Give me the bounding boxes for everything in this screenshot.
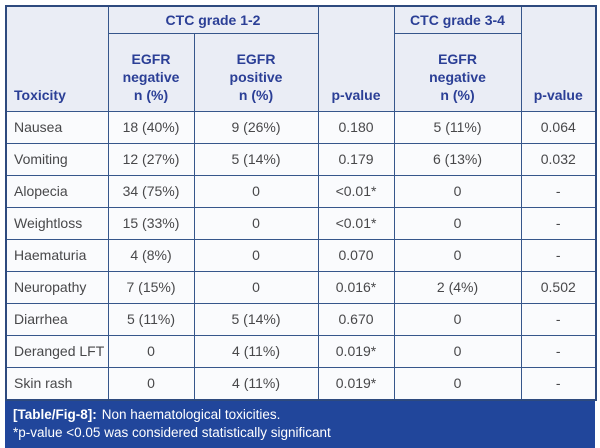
egfr-negative-34-value: 2 (4%): [393, 270, 522, 304]
egfr-negative-12-value: 34 (75%): [107, 174, 195, 208]
egfr-negative-12-value: 0: [107, 366, 195, 400]
toxicity-name: Deranged LFT: [5, 334, 109, 368]
egfr-negative-34-value: 5 (11%): [393, 110, 522, 144]
egfr-positive-12-value: 5 (14%): [193, 302, 319, 336]
p-value-34: -: [520, 174, 597, 208]
p-value-34: -: [520, 302, 597, 336]
p-value-12: 0.070: [317, 238, 395, 272]
egfr-negative-12-value: 12 (27%): [107, 142, 195, 176]
p-value-34: -: [520, 334, 597, 368]
egfr-positive-12-value: 0: [193, 174, 319, 208]
table-row-diarrhea: Diarrhea 5 (11%) 5 (14%) 0.670 0 -: [5, 302, 597, 336]
toxicity-name: Skin rash: [5, 366, 109, 400]
egfr-positive-12-value: 0: [193, 270, 319, 304]
header-toxicity: Toxicity: [5, 5, 109, 112]
p-value-34: 0.064: [520, 110, 597, 144]
egfr-negative-12-value: 18 (40%): [107, 110, 195, 144]
toxicity-name: Alopecia: [5, 174, 109, 208]
egfr-negative-12-value: 0: [107, 334, 195, 368]
table-row-neuropathy: Neuropathy 7 (15%) 0 0.016* 2 (4%) 0.502: [5, 270, 597, 304]
table-caption-bar: [Table/Fig-8]: Non haematological toxicit…: [5, 400, 595, 448]
p-value-12: <0.01*: [317, 174, 395, 208]
egfr-negative-12-value: 4 (8%): [107, 238, 195, 272]
p-value-12: 0.019*: [317, 366, 395, 400]
header-egfr-negative-grade-1-2: EGFR negative n (%): [107, 32, 195, 112]
p-value-12: <0.01*: [317, 206, 395, 240]
p-value-34: -: [520, 206, 597, 240]
header-ctc-grade-1-2: CTC grade 1-2: [107, 5, 319, 34]
egfr-negative-34-value: 0: [393, 238, 522, 272]
toxicity-name: Weightloss: [5, 206, 109, 240]
table-row-skin-rash: Skin rash 0 4 (11%) 0.019* 0 -: [5, 366, 597, 400]
table-row-weightloss: Weightloss 15 (33%) 0 <0.01* 0 -: [5, 206, 597, 240]
table-row-nausea: Nausea 18 (40%) 9 (26%) 0.180 5 (11%) 0.…: [5, 110, 597, 144]
p-value-34: -: [520, 366, 597, 400]
egfr-negative-34-value: 6 (13%): [393, 142, 522, 176]
page: Toxicity CTC grade 1-2 p-value CTC grade…: [5, 5, 598, 448]
toxicity-name: Diarrhea: [5, 302, 109, 336]
p-value-12: 0.180: [317, 110, 395, 144]
toxicity-name: Vomiting: [5, 142, 109, 176]
header-pvalue-grade-1-2: p-value: [317, 5, 395, 112]
caption-text: Non haematological toxicities.: [101, 406, 281, 422]
egfr-positive-12-value: 0: [193, 238, 319, 272]
caption-label: [Table/Fig-8]:: [13, 406, 97, 422]
p-value-12: 0.179: [317, 142, 395, 176]
p-value-34: -: [520, 238, 597, 272]
toxicity-name: Neuropathy: [5, 270, 109, 304]
egfr-positive-12-value: 4 (11%): [193, 366, 319, 400]
egfr-positive-12-value: 0: [193, 206, 319, 240]
header-egfr-negative-grade-3-4: EGFR negative n (%): [393, 32, 522, 112]
egfr-negative-12-value: 7 (15%): [107, 270, 195, 304]
header-pvalue-grade-3-4: p-value: [520, 5, 597, 112]
p-value-34: 0.502: [520, 270, 597, 304]
egfr-negative-34-value: 0: [393, 366, 522, 400]
egfr-positive-12-value: 5 (14%): [193, 142, 319, 176]
header-ctc-grade-3-4: CTC grade 3-4: [393, 5, 522, 34]
p-value-12: 0.019*: [317, 334, 395, 368]
caption-line-1: [Table/Fig-8]: Non haematological toxicit…: [13, 406, 587, 424]
egfr-negative-34-value: 0: [393, 302, 522, 336]
table-row-vomiting: Vomiting 12 (27%) 5 (14%) 0.179 6 (13%) …: [5, 142, 597, 176]
egfr-positive-12-value: 4 (11%): [193, 334, 319, 368]
table-row-alopecia: Alopecia 34 (75%) 0 <0.01* 0 -: [5, 174, 597, 208]
toxicity-name: Nausea: [5, 110, 109, 144]
table-row-deranged-lft: Deranged LFT 0 4 (11%) 0.019* 0 -: [5, 334, 597, 368]
p-value-34: 0.032: [520, 142, 597, 176]
egfr-negative-34-value: 0: [393, 174, 522, 208]
table-row-haematuria: Haematuria 4 (8%) 0 0.070 0 -: [5, 238, 597, 272]
egfr-negative-12-value: 5 (11%): [107, 302, 195, 336]
header-egfr-positive-grade-1-2: EGFR positive n (%): [193, 32, 319, 112]
header-row-groups: Toxicity CTC grade 1-2 p-value CTC grade…: [5, 5, 597, 112]
egfr-negative-12-value: 15 (33%): [107, 206, 195, 240]
p-value-12: 0.016*: [317, 270, 395, 304]
header-row-subgroups: EGFR negative n (%) EGFR positive n (%) …: [6, 32, 596, 112]
p-value-12: 0.670: [317, 302, 395, 336]
egfr-positive-12-value: 9 (26%): [193, 110, 319, 144]
toxicity-name: Haematuria: [5, 238, 109, 272]
egfr-negative-34-value: 0: [393, 206, 522, 240]
toxicity-table: Toxicity CTC grade 1-2 p-value CTC grade…: [5, 5, 598, 401]
egfr-negative-34-value: 0: [393, 334, 522, 368]
